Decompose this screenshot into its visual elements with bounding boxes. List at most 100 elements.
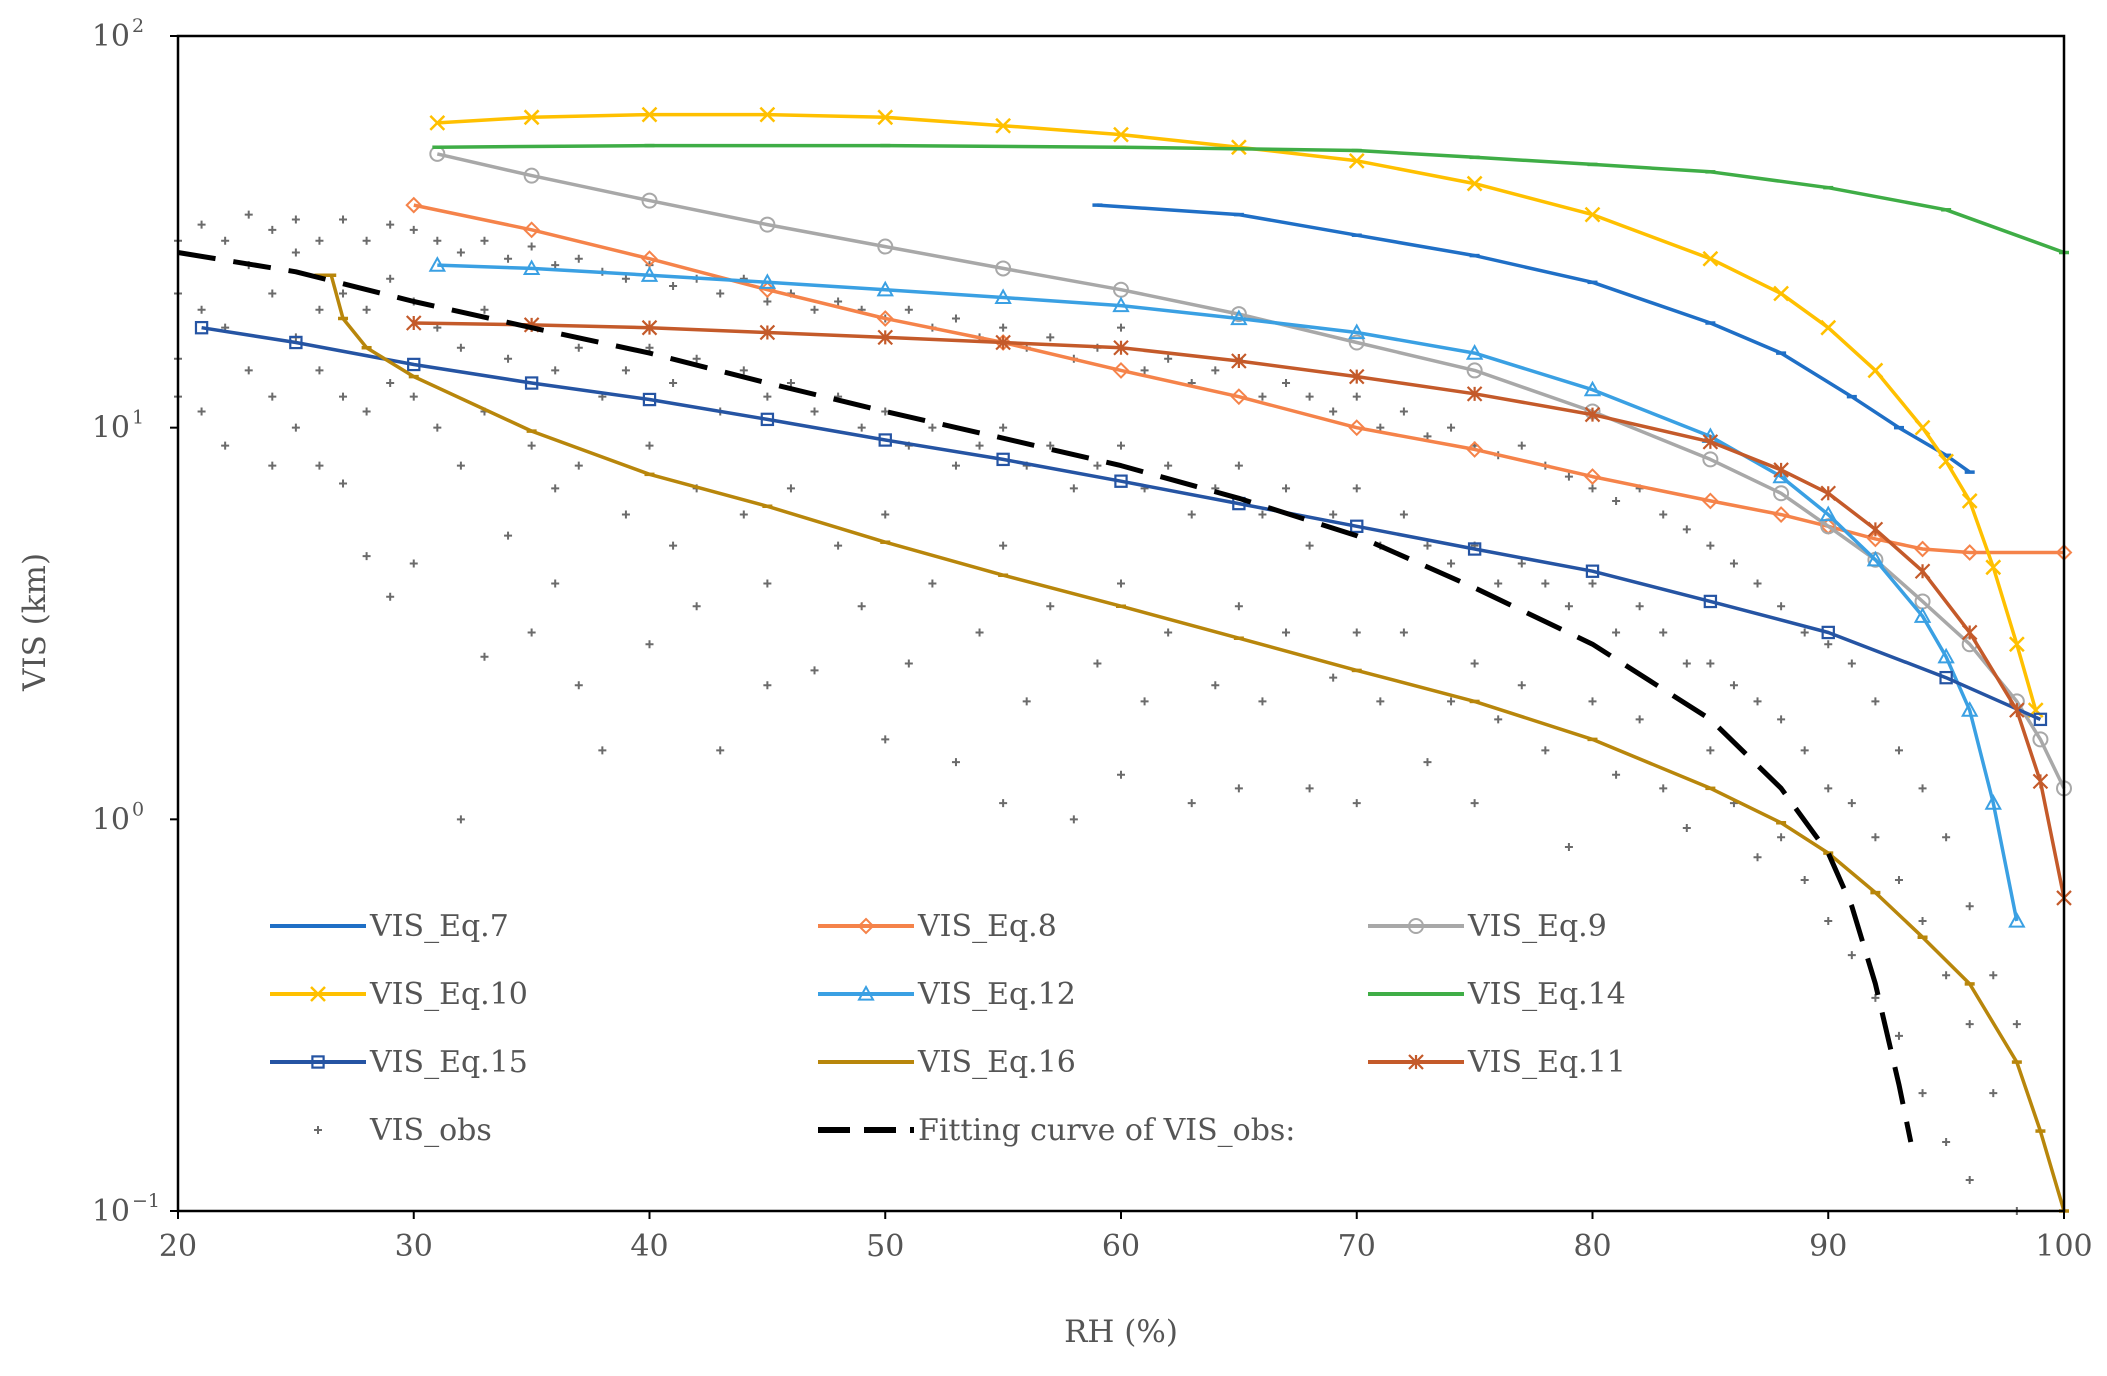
series-point-vis-eq-10	[1961, 493, 1978, 509]
obs-point	[928, 579, 937, 588]
legend-item: VIS_Eq.10	[270, 977, 528, 1012]
obs-point	[1447, 697, 1456, 706]
series-point-vis-eq-11	[1231, 353, 1247, 369]
obs-point	[1329, 673, 1338, 682]
obs-point	[834, 297, 843, 306]
series-point-vis-eq-11	[877, 329, 894, 346]
obs-point	[1258, 392, 1267, 401]
obs-point	[1352, 392, 1361, 401]
obs-point	[1894, 1031, 1903, 1040]
series-point-vis-eq-11	[1113, 339, 1129, 356]
series-point-vis-eq-10	[1938, 453, 1955, 470]
obs-point	[1989, 1089, 1998, 1098]
obs-point	[1659, 784, 1668, 793]
obs-point	[999, 541, 1008, 550]
series-point-vis-eq-9	[1702, 451, 1719, 468]
series-point-vis-eq-10	[877, 109, 894, 126]
legend-swatch-marker	[311, 1055, 325, 1069]
obs-point	[786, 484, 795, 493]
obs-point	[1965, 902, 1974, 911]
obs-point	[1211, 681, 1220, 690]
series-point-vis-eq-8	[1701, 492, 1719, 510]
series-line-vis-eq-15	[201, 325, 2042, 722]
series-point-vis-eq-15	[407, 357, 421, 372]
obs-point	[197, 407, 206, 416]
obs-point	[574, 461, 583, 470]
obs-point	[362, 236, 371, 245]
series-point-vis-eq-15	[289, 335, 303, 350]
obs-point	[1612, 496, 1621, 505]
obs-point	[1918, 1089, 1927, 1098]
series-point-vis-eq-10	[429, 115, 446, 131]
legend-item: VIS_Eq.9	[1368, 909, 1607, 944]
obs-point	[1918, 784, 1927, 793]
series-point-vis-eq-9	[877, 238, 894, 255]
obs-point	[1117, 441, 1125, 450]
series-vis-eq-10	[429, 106, 2044, 719]
series-point-vis-eq-9	[1230, 306, 1247, 323]
legend-item: Fitting curve of VIS_obs:	[818, 1113, 1295, 1148]
legend-swatch-marker	[1408, 918, 1424, 934]
series-point-vis-eq-15	[1939, 670, 1953, 685]
series-point-vis-eq-12	[1348, 323, 1366, 340]
series-point-vis-eq-11	[1773, 462, 1789, 478]
legend-label: Fitting curve of VIS_obs:	[918, 1113, 1295, 1148]
obs-point	[621, 366, 630, 375]
series-point-vis-eq-8	[1230, 388, 1248, 406]
obs-point	[1046, 602, 1055, 611]
legend-label: VIS_Eq.16	[917, 1045, 1076, 1080]
obs-point	[881, 407, 890, 416]
series-point-vis-eq-10	[995, 117, 1012, 134]
obs-point	[1399, 407, 1408, 416]
legend-item: VIS_obs	[314, 1113, 492, 1148]
series-point-vis-eq-10	[641, 106, 658, 123]
series-point-vis-eq-8	[1348, 419, 1366, 437]
obs-point	[1588, 579, 1597, 588]
series-layer	[177, 106, 2073, 1213]
series-point-vis-eq-11	[759, 324, 776, 341]
obs-point	[409, 559, 418, 568]
obs-point	[904, 305, 913, 314]
series-vis-eq-7	[1092, 203, 1975, 474]
obs-point	[1965, 1020, 1974, 1029]
obs-point	[857, 423, 866, 432]
obs-point	[1635, 602, 1644, 611]
obs-point	[386, 379, 395, 388]
obs-point	[1682, 525, 1691, 534]
obs-point	[999, 423, 1008, 432]
obs-point	[1329, 407, 1338, 416]
series-point-vis-eq-15	[194, 320, 209, 335]
obs-point	[1282, 484, 1291, 493]
obs-point	[1588, 697, 1597, 706]
obs-point	[551, 579, 560, 588]
legend-item: VIS_Eq.7	[270, 909, 509, 944]
obs-point	[1376, 697, 1385, 706]
series-point-vis-eq-10	[1773, 285, 1789, 302]
obs-point	[999, 323, 1008, 332]
series-point-vis-eq-15	[1703, 594, 1718, 609]
obs-point	[504, 531, 513, 540]
obs-point	[339, 479, 348, 488]
obs-point	[1399, 628, 1408, 637]
y-tick-label: 10	[92, 411, 130, 446]
obs-point	[1965, 1175, 1974, 1184]
legend-item: VIS_Eq.11	[1368, 1045, 1626, 1080]
obs-point	[716, 289, 725, 298]
obs-point	[1258, 697, 1267, 706]
obs-point	[268, 461, 277, 470]
legend-label: VIS_Eq.9	[1467, 909, 1607, 944]
x-tick-label: 90	[1809, 1229, 1847, 1264]
obs-point	[1777, 833, 1786, 842]
obs-point	[1470, 799, 1479, 808]
obs-point	[1682, 659, 1691, 668]
obs-point	[268, 225, 277, 234]
legend-label: VIS_Eq.10	[369, 977, 528, 1012]
obs-point	[763, 579, 772, 588]
series-point-vis-eq-11	[641, 319, 658, 336]
obs-point	[1706, 746, 1715, 755]
y-tick-exponent: 1	[132, 407, 144, 429]
obs-point	[1187, 510, 1196, 519]
series-point-vis-eq-10	[759, 106, 776, 123]
series-point-vis-eq-9	[641, 192, 658, 209]
